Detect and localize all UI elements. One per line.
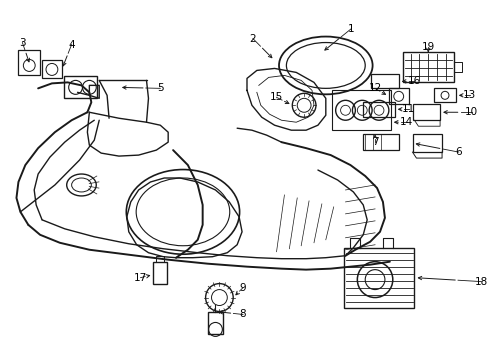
Bar	[433, 88, 455, 102]
Bar	[388, 88, 408, 104]
Text: 8: 8	[239, 310, 246, 319]
Text: 6: 6	[454, 147, 461, 157]
Bar	[363, 102, 394, 117]
Text: 14: 14	[399, 117, 412, 127]
Text: 19: 19	[421, 41, 434, 51]
Text: 16: 16	[407, 76, 420, 86]
Text: 1: 1	[347, 24, 354, 33]
Bar	[402, 53, 453, 82]
Bar	[156, 256, 164, 262]
Text: 2: 2	[249, 33, 256, 44]
Bar	[370, 75, 398, 88]
Text: 15: 15	[269, 92, 283, 102]
Text: 4: 4	[68, 40, 75, 50]
Bar	[153, 262, 167, 284]
Bar	[42, 60, 61, 78]
Text: 7: 7	[371, 137, 378, 147]
Bar	[363, 134, 398, 150]
Bar	[412, 104, 439, 120]
Bar	[412, 134, 441, 152]
Text: 9: 9	[239, 283, 246, 293]
Text: 11: 11	[401, 104, 414, 114]
Text: 13: 13	[462, 90, 475, 100]
Text: 10: 10	[464, 107, 477, 117]
Bar	[63, 76, 97, 98]
Text: 5: 5	[157, 84, 163, 93]
Text: 12: 12	[367, 84, 381, 93]
Text: 3: 3	[19, 37, 26, 48]
Bar	[331, 90, 390, 130]
Bar	[19, 50, 40, 75]
Bar	[343, 248, 414, 307]
Text: 18: 18	[474, 276, 487, 287]
Text: 17: 17	[134, 273, 147, 283]
Bar	[207, 312, 223, 334]
